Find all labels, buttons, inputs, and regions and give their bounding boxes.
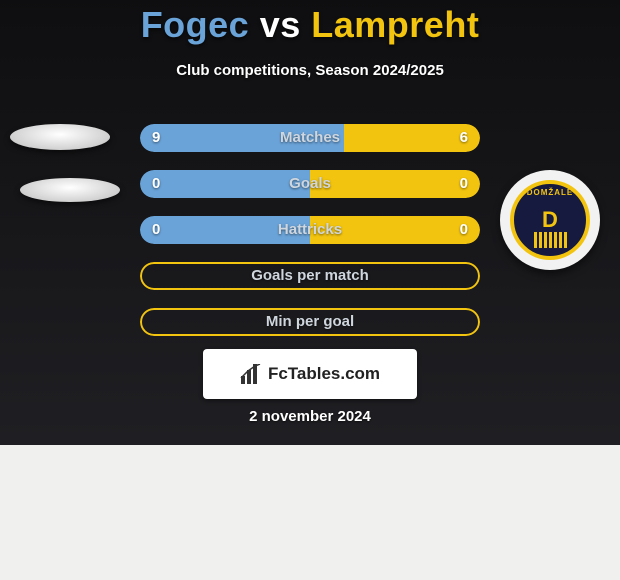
stat-row: Min per goal (140, 308, 480, 336)
stat-label: Hattricks (140, 216, 480, 244)
title-right: Lampreht (311, 4, 479, 45)
bar-chart-icon (240, 364, 262, 384)
stat-label: Matches (140, 124, 480, 152)
stat-value-left (140, 262, 164, 290)
away-badge-letter: D (542, 207, 558, 233)
stat-value-right (456, 262, 480, 290)
stat-value-right: 0 (448, 216, 480, 244)
stat-value-left: 9 (140, 124, 172, 152)
comparison-card: Fogec vs Lampreht Club competitions, Sea… (0, 0, 620, 580)
home-badge-placeholder-1 (10, 124, 110, 150)
stat-value-right (456, 308, 480, 336)
stat-row: Hattricks0 0 (140, 216, 480, 244)
watermark-text: FcTables.com (268, 364, 380, 384)
title-left: Fogec (141, 4, 250, 45)
stat-value-left: 0 (140, 170, 172, 198)
watermark[interactable]: FcTables.com (203, 349, 417, 399)
stat-value-right: 0 (448, 170, 480, 198)
page-title: Fogec vs Lampreht (0, 4, 620, 46)
away-badge-stripes (525, 232, 575, 248)
stat-value-right: 6 (448, 124, 480, 152)
stat-value-left: 0 (140, 216, 172, 244)
away-badge-inner: DOMŽALE D (510, 180, 590, 260)
stat-label: Goals (140, 170, 480, 198)
stat-row: Goals0 0 (140, 170, 480, 198)
subtitle: Club competitions, Season 2024/2025 (0, 62, 620, 79)
lower-panel (0, 445, 620, 580)
stat-row: Goals per match (140, 262, 480, 290)
home-badge-placeholder-2 (20, 178, 120, 202)
footer-date: 2 november 2024 (0, 408, 620, 425)
stat-row: Matches9 6 (140, 124, 480, 152)
away-badge: DOMŽALE D (500, 170, 600, 270)
stat-label: Min per goal (140, 308, 480, 336)
stat-label: Goals per match (140, 262, 480, 290)
stat-value-left (140, 308, 164, 336)
title-vs: vs (260, 4, 301, 45)
away-badge-arc-text: DOMŽALE (514, 188, 586, 197)
